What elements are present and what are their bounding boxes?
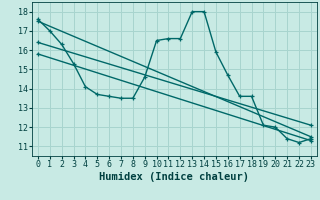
- X-axis label: Humidex (Indice chaleur): Humidex (Indice chaleur): [100, 172, 249, 182]
